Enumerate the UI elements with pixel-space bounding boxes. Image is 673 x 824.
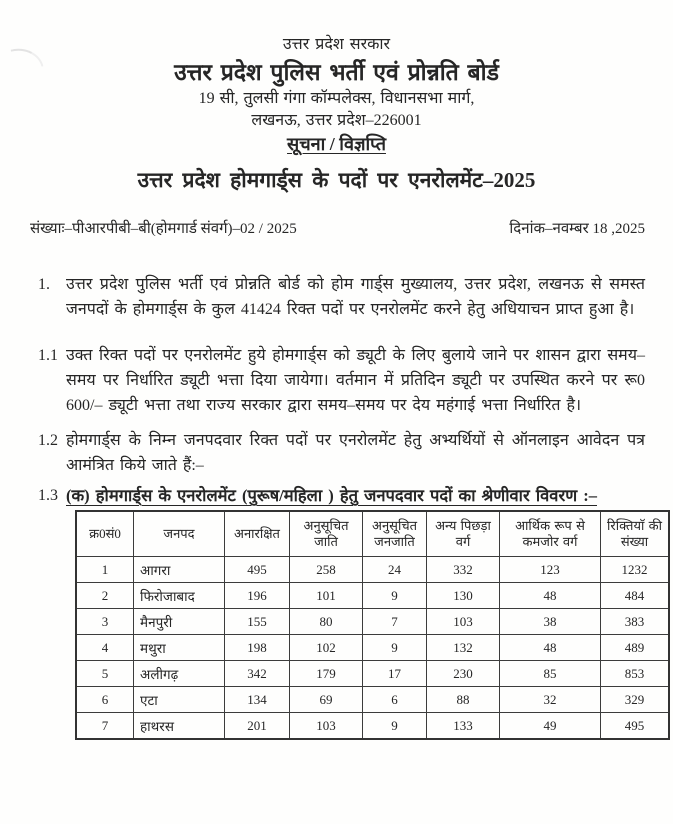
value-cell: 9 [362, 634, 427, 661]
value-cell: 48 [499, 582, 601, 609]
value-cell: 69 [289, 686, 363, 713]
table-row: 4 मथुरा 198 102 9 132 48 489 [75, 634, 670, 661]
serial-cell: 2 [75, 582, 134, 609]
district-vacancy-table: क्र0सं0 जनपद अनारक्षित अनुसूचित जाति अनुसूचि… [75, 510, 670, 740]
value-cell: 102 [289, 634, 363, 661]
value-cell: 85 [499, 660, 601, 687]
value-cell: 383 [600, 608, 670, 635]
value-cell: 201 [224, 712, 290, 740]
paragraph-number: 1.2 [38, 432, 58, 449]
value-cell: 103 [289, 712, 363, 740]
table-row: 5 अलीगढ़ 342 179 17 230 85 853 [75, 660, 670, 687]
serial-cell: 4 [75, 634, 134, 661]
table-row: 1 आगरा 495 258 24 332 123 1232 [75, 556, 670, 583]
paragraph-1-2: 1.2 होमगार्ड्स के निम्न जनपदवार रिक्त पद… [0, 428, 673, 478]
reference-row: संख्याः–पीआरपीबी–बी(होमगार्ड संवर्ग)–02 … [0, 218, 673, 240]
value-cell: 155 [224, 608, 290, 635]
column-header: रिक्तियाॅ की संख्या [600, 510, 670, 557]
district-cell: हाथरस [133, 712, 225, 740]
paragraph-number: 1. [38, 276, 50, 293]
value-cell: 9 [362, 712, 427, 740]
value-cell: 17 [362, 660, 427, 687]
serial-cell: 1 [75, 556, 134, 583]
value-cell: 853 [600, 660, 670, 687]
paragraph-text: उक्त रिक्त पदों पर एनरोलमेंट हुये होमगार… [66, 347, 645, 414]
district-cell: एटा [133, 686, 225, 713]
table-row: 6 एटा 134 69 6 88 32 329 [75, 686, 670, 713]
serial-cell: 6 [75, 686, 134, 713]
column-header: अनारक्षित [224, 510, 290, 557]
value-cell: 123 [499, 556, 601, 583]
paragraph-text: होमगार्ड्स के निम्न जनपदवार रिक्त पदों प… [66, 432, 645, 474]
value-cell: 332 [426, 556, 500, 583]
value-cell: 179 [289, 660, 363, 687]
value-cell: 484 [600, 582, 670, 609]
value-cell: 132 [426, 634, 500, 661]
value-cell: 32 [499, 686, 601, 713]
value-cell: 1232 [600, 556, 670, 583]
value-cell: 258 [289, 556, 363, 583]
value-cell: 489 [600, 634, 670, 661]
paragraph-number: 1.1 [38, 347, 58, 364]
value-cell: 103 [426, 608, 500, 635]
serial-cell: 7 [75, 712, 134, 740]
paragraph-1-1: 1.1 उक्त रिक्त पदों पर एनरोलमेंट हुये हो… [0, 343, 673, 418]
value-cell: 9 [362, 582, 427, 609]
column-header: क्र0सं0 [75, 510, 134, 557]
column-header: अनुसूचित जाति [289, 510, 363, 557]
reference-number: संख्याः–पीआरपीबी–बी(होमगार्ड संवर्ग)–02 … [30, 221, 297, 237]
value-cell: 495 [224, 556, 290, 583]
paragraph-1-3: 1.3 (क) होमगार्ड्स के एनरोलमेंट (पुरूष/म… [0, 483, 673, 509]
value-cell: 88 [426, 686, 500, 713]
column-header: अनुसूचित जनजाति [362, 510, 427, 557]
value-cell: 7 [362, 608, 427, 635]
value-cell: 80 [289, 608, 363, 635]
value-cell: 38 [499, 608, 601, 635]
serial-cell: 3 [75, 608, 134, 635]
table-row: 3 मैनपुरी 155 80 7 103 38 383 [75, 608, 670, 635]
paragraph-number: 1.3 [38, 487, 58, 504]
value-cell: 134 [224, 686, 290, 713]
value-cell: 196 [224, 582, 290, 609]
column-header: अन्य पिछड़ा वर्ग [426, 510, 500, 557]
column-header: आर्थिक रूप से कमजोर वर्ग [499, 510, 601, 557]
serial-cell: 5 [75, 660, 134, 687]
paragraph-text: उत्तर प्रदेश पुलिस भर्ती एवं प्रोन्नति ब… [66, 276, 645, 318]
notice-label-wrap: सूचना / विज्ञप्ति [0, 132, 673, 156]
table-row: 7 हाथरस 201 103 9 133 49 495 [75, 712, 670, 740]
district-cell: मथुरा [133, 634, 225, 661]
address-line-2: लखनऊ, उत्तर प्रदेश–226001 [251, 112, 422, 129]
value-cell: 230 [426, 660, 500, 687]
value-cell: 48 [499, 634, 601, 661]
table-body: 1 आगरा 495 258 24 332 123 1232 2 फिरोजाबाद 196 101 9… [75, 556, 670, 740]
value-cell: 133 [426, 712, 500, 740]
value-cell: 342 [224, 660, 290, 687]
value-cell: 24 [362, 556, 427, 583]
government-line: उत्तर प्रदेश सरकार [282, 36, 391, 53]
district-cell: आगरा [133, 556, 225, 583]
value-cell: 6 [362, 686, 427, 713]
notification-date: दिनांक–नवम्बर 18 ,2025 [509, 221, 645, 237]
table-header-row: क्र0सं0 जनपद अनारक्षित अनुसूचित जाति अनुसूचि… [75, 510, 670, 557]
column-header: जनपद [133, 510, 225, 557]
page-title: उत्तर प्रदेश होमगार्ड्स के पदों पर एनरोल… [137, 168, 536, 192]
district-cell: अलीगढ़ [133, 660, 225, 687]
paragraph-heading-text: (क) होमगार्ड्स के एनरोलमेंट (पुरूष/महिला… [66, 486, 597, 505]
value-cell: 49 [499, 712, 601, 740]
value-cell: 130 [426, 582, 500, 609]
address-line-1: 19 सी, तुलसी गंगा कॉम्पलेक्स, विधानसभा म… [198, 90, 475, 107]
value-cell: 198 [224, 634, 290, 661]
notice-label: सूचना / विज्ञप्ति [287, 134, 386, 154]
district-cell: मैनपुरी [133, 608, 225, 635]
value-cell: 329 [600, 686, 670, 713]
value-cell: 495 [600, 712, 670, 740]
paragraph-1: 1. उत्तर प्रदेश पुलिस भर्ती एवं प्रोन्नत… [0, 272, 673, 322]
table-row: 2 फिरोजाबाद 196 101 9 130 48 484 [75, 582, 670, 609]
board-name-heading: उत्तर प्रदेश पुलिस भर्ती एवं प्रोन्नति ब… [174, 60, 499, 85]
district-cell: फिरोजाबाद [133, 582, 225, 609]
value-cell: 101 [289, 582, 363, 609]
